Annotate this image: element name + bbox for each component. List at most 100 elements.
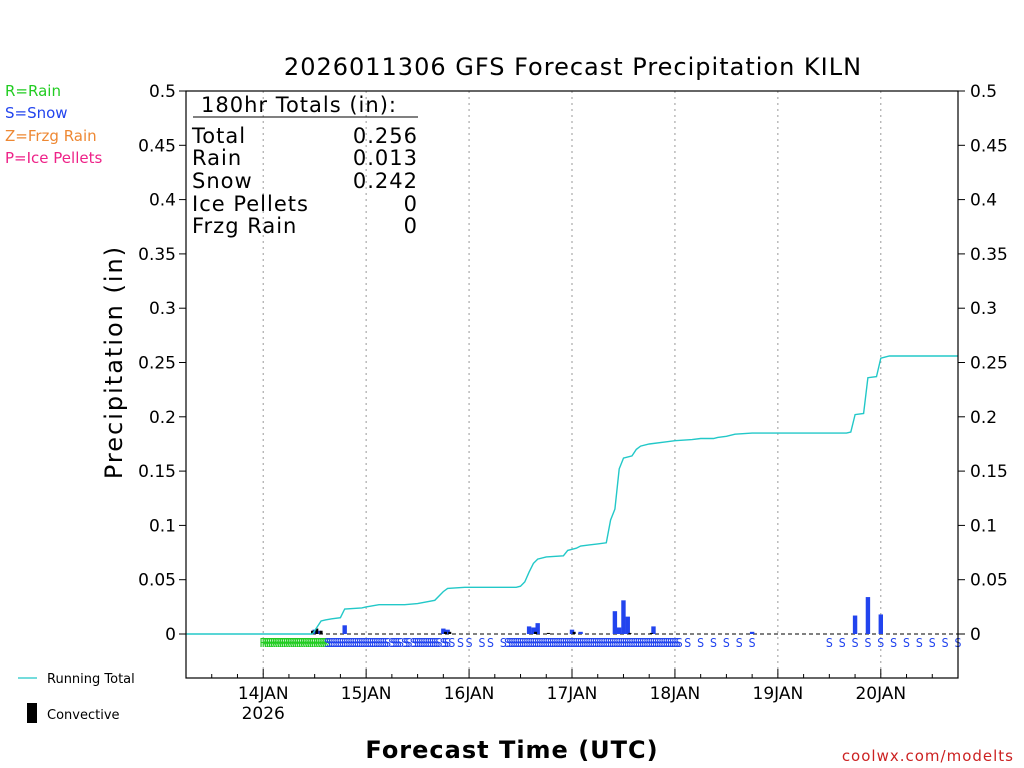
snow-marker: S xyxy=(551,636,558,650)
snow-marker: S xyxy=(536,636,543,650)
snow-marker: S xyxy=(864,636,871,650)
snow-marker: S xyxy=(607,636,614,650)
precip-bars xyxy=(311,597,883,634)
snow-marker: S xyxy=(573,636,580,650)
snow-marker: S xyxy=(339,636,346,650)
snow-marker: S xyxy=(448,636,455,650)
snow-marker: S xyxy=(380,636,387,650)
convective-bar xyxy=(546,632,550,634)
snow-marker: S xyxy=(603,636,610,650)
snow-marker: S xyxy=(839,636,846,650)
snow-marker: S xyxy=(521,636,528,650)
snow-marker: S xyxy=(423,636,430,650)
y-tick-label-left: 0 xyxy=(165,625,176,645)
snow-marker: S xyxy=(581,636,588,650)
snow-marker: S xyxy=(365,636,372,650)
snow-marker: S xyxy=(658,636,665,650)
snow-marker: S xyxy=(851,636,858,650)
snow-marker: S xyxy=(697,636,704,650)
x-tick-sublabel: 2026 xyxy=(242,704,285,724)
snow-marker: S xyxy=(403,636,410,650)
snow-marker: S xyxy=(541,636,548,650)
snow-marker: S xyxy=(363,636,370,650)
totals-label-frzg-rain: Frzg Rain xyxy=(192,214,297,238)
snow-marker: S xyxy=(500,636,507,650)
snow-marker: S xyxy=(510,636,517,650)
rain-marker: R xyxy=(294,636,302,650)
snow-marker: S xyxy=(577,636,584,650)
snow-marker: S xyxy=(352,636,359,650)
x-tick-label: 15JAN xyxy=(341,684,392,704)
snow-marker: S xyxy=(418,636,425,650)
snow-marker: S xyxy=(571,636,578,650)
totals-header: 180hr Totals (in): xyxy=(201,93,397,117)
totals-value-frzg-rain: 0 xyxy=(404,214,418,238)
precip-bar xyxy=(651,626,656,634)
snow-marker: S xyxy=(622,636,629,650)
rain-marker: R xyxy=(298,636,306,650)
rain-marker: R xyxy=(268,636,276,650)
rain-marker: R xyxy=(283,636,291,650)
y-tick-label-left: 0.2 xyxy=(149,408,176,428)
rain-marker: R xyxy=(320,636,328,650)
rain-marker: R xyxy=(285,636,293,650)
legend-ice-pellets: P=Ice Pellets xyxy=(5,149,102,167)
y-tick-label-right: 0.5 xyxy=(970,82,997,102)
convective-bar xyxy=(311,630,315,634)
snow-marker: S xyxy=(367,636,374,650)
snow-marker: S xyxy=(343,636,350,650)
snow-marker: S xyxy=(487,636,494,650)
snow-marker: S xyxy=(525,636,532,650)
snow-marker: S xyxy=(543,636,550,650)
snow-marker: S xyxy=(371,636,378,650)
snow-marker: S xyxy=(517,636,524,650)
y-tick-label-left: 0.4 xyxy=(149,191,176,211)
snow-marker: S xyxy=(564,636,571,650)
snow-marker: S xyxy=(620,636,627,650)
snow-marker: S xyxy=(676,636,683,650)
rain-marker: R xyxy=(315,636,323,650)
snow-marker: S xyxy=(568,636,575,650)
snow-marker: S xyxy=(388,636,395,650)
snow-marker: S xyxy=(523,636,530,650)
snow-marker: S xyxy=(566,636,573,650)
legend-running-total: Running Total xyxy=(47,672,135,687)
snow-marker: S xyxy=(369,636,376,650)
snow-marker: S xyxy=(515,636,522,650)
snow-marker: S xyxy=(324,636,331,650)
rain-marker: R xyxy=(260,636,268,650)
axes: 0 00.05 0.050.1 0.10.15 0.150.2 0.20.25 0.250.… xyxy=(138,82,1008,724)
snow-marker: S xyxy=(650,636,657,650)
snow-marker: S xyxy=(504,636,511,650)
snow-marker: S xyxy=(330,636,337,650)
snow-marker: S xyxy=(513,636,520,650)
convective-bar xyxy=(649,632,653,634)
legend-rain: R=Rain xyxy=(5,82,61,100)
snow-marker: S xyxy=(916,636,923,650)
totals-label-ice-pellets: Ice Pellets xyxy=(192,192,309,216)
y-tick-label-right: 0.05 xyxy=(970,571,1008,591)
y-tick-label-right: 0.2 xyxy=(970,408,997,428)
snow-marker: S xyxy=(553,636,560,650)
snow-marker: S xyxy=(736,636,743,650)
totals-value-snow: 0.242 xyxy=(353,169,418,193)
rain-marker: R xyxy=(311,636,319,650)
snow-marker: S xyxy=(427,636,434,650)
rain-marker: R xyxy=(290,636,298,650)
totals-value-rain: 0.013 xyxy=(353,146,418,170)
snow-marker: S xyxy=(444,636,451,650)
y-tick-label-left: 0.05 xyxy=(138,571,176,591)
snow-marker: S xyxy=(586,636,593,650)
snow-marker: S xyxy=(341,636,348,650)
y-tick-label-left: 0.5 xyxy=(149,82,176,102)
y-tick-label-right: 0.25 xyxy=(970,354,1008,374)
precip-bar xyxy=(865,597,871,634)
snow-marker: S xyxy=(435,636,442,650)
snow-marker: S xyxy=(354,636,361,650)
rain-marker: R xyxy=(302,636,310,650)
legend-convective-swatch xyxy=(27,703,37,723)
rain-marker: R xyxy=(296,636,304,650)
convective-bar xyxy=(534,631,538,634)
snow-marker: S xyxy=(378,636,385,650)
snow-marker: S xyxy=(382,636,389,650)
